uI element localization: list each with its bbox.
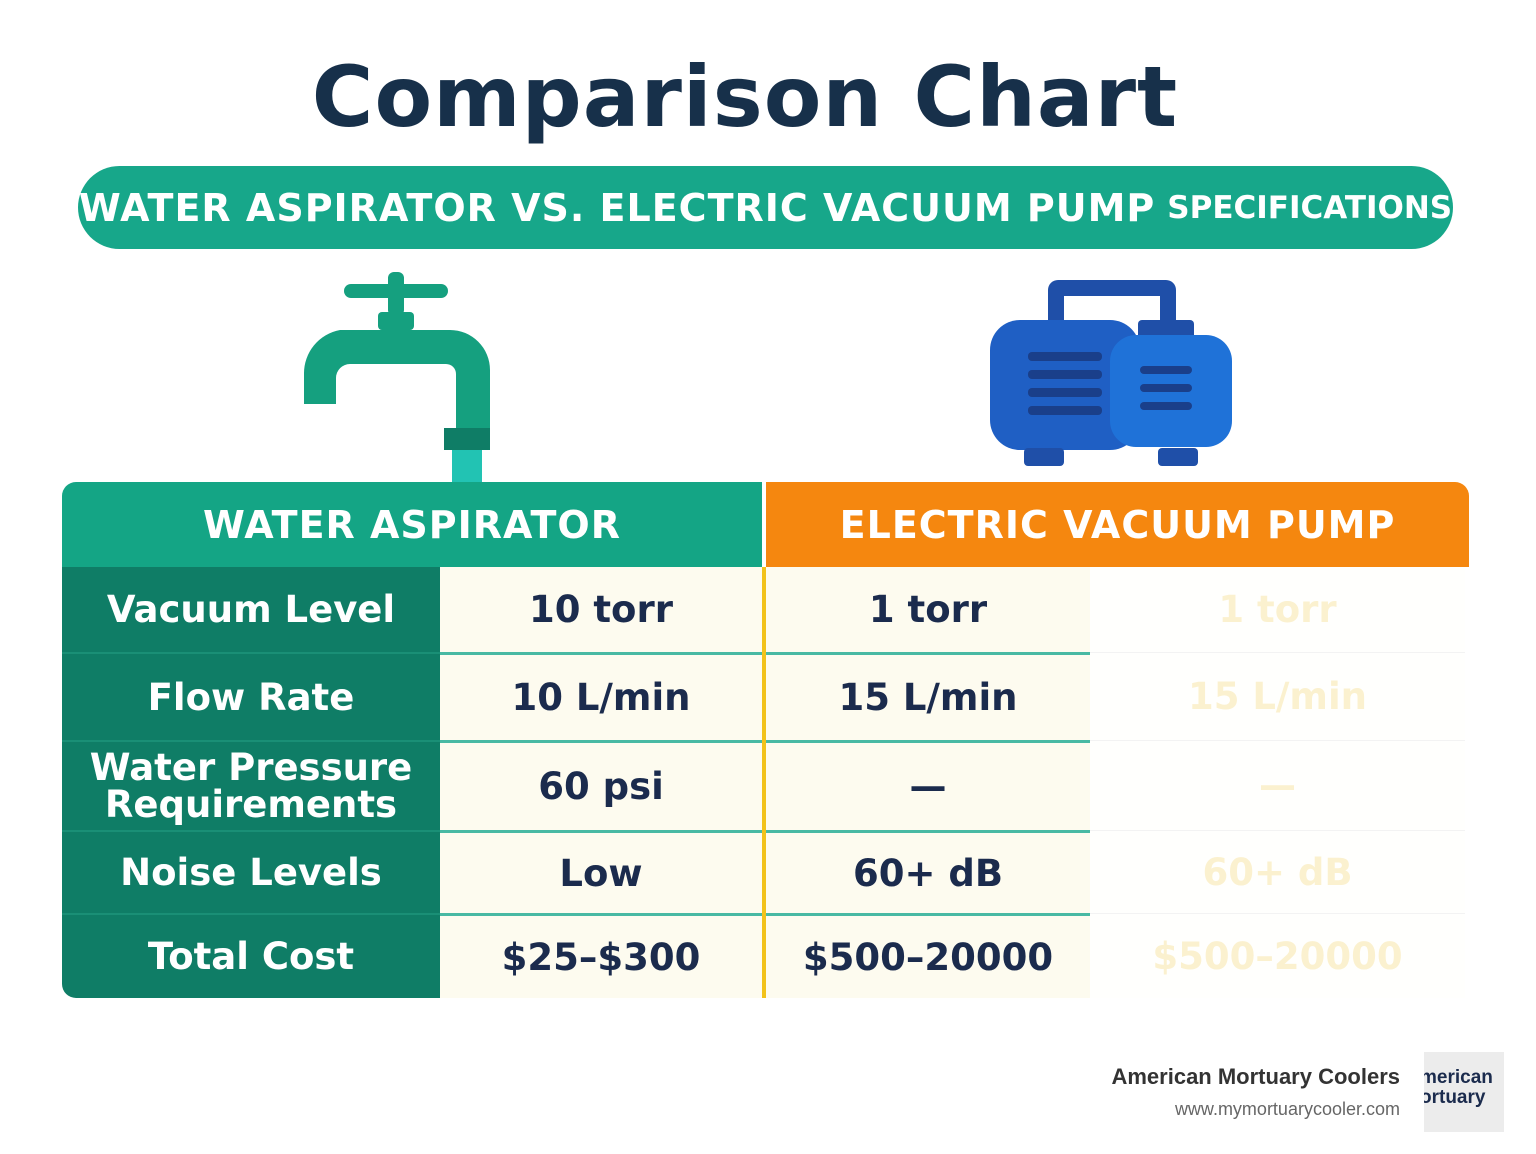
value-cell: $500–20000 [766, 913, 1090, 998]
ghost-cell: 15 L/min [1090, 652, 1465, 740]
value-cell: 60+ dB [766, 830, 1090, 913]
logo-line: ortuary [1424, 1087, 1486, 1108]
banner-suffix: SPECIFICATIONS [1167, 189, 1453, 226]
ghost-cell: $500–20000 [1090, 913, 1465, 998]
header-electric: ELECTRIC VACUUM PUMP [766, 482, 1469, 567]
faucet-icon [303, 272, 490, 482]
pump-icon [990, 280, 1232, 466]
icons [303, 272, 1232, 482]
banner: WATER ASPIRATOR VS. ELECTRIC VACUUM PUMP… [78, 166, 1453, 249]
value-cell: 60 psi [440, 740, 762, 830]
column-divider [762, 567, 766, 998]
value-cell: 10 torr [440, 567, 762, 652]
value-cell: 10 L/min [440, 652, 762, 740]
value-cell: 1 torr [766, 567, 1090, 652]
row-label: Vacuum Level [62, 567, 440, 652]
banner-main: WATER ASPIRATOR VS. ELECTRIC VACUUM PUMP [78, 185, 1156, 230]
row-label: Flow Rate [62, 652, 440, 740]
value-cell: $25–$300 [440, 913, 762, 998]
row-label: Total Cost [62, 913, 440, 998]
title: Comparison Chart [311, 48, 1179, 146]
ghost-cell: 1 torr [1090, 567, 1465, 652]
footer-url: www.mymortuarycooler.com [1174, 1099, 1400, 1119]
ghost-cell: 60+ dB [1090, 830, 1465, 913]
ghost-cell: — [1090, 740, 1465, 830]
header-aspirator: WATER ASPIRATOR [62, 482, 762, 567]
footer-company: American Mortuary Coolers [1111, 1064, 1400, 1089]
value-cell: Low [440, 830, 762, 913]
row-label: Water Pressure Requirements [62, 740, 440, 830]
value-cell: — [766, 740, 1090, 830]
value-cell: 15 L/min [766, 652, 1090, 740]
logo-line: merican [1424, 1067, 1493, 1088]
logo: merican ortuary [1424, 1052, 1504, 1132]
row-label: Noise Levels [62, 830, 440, 913]
